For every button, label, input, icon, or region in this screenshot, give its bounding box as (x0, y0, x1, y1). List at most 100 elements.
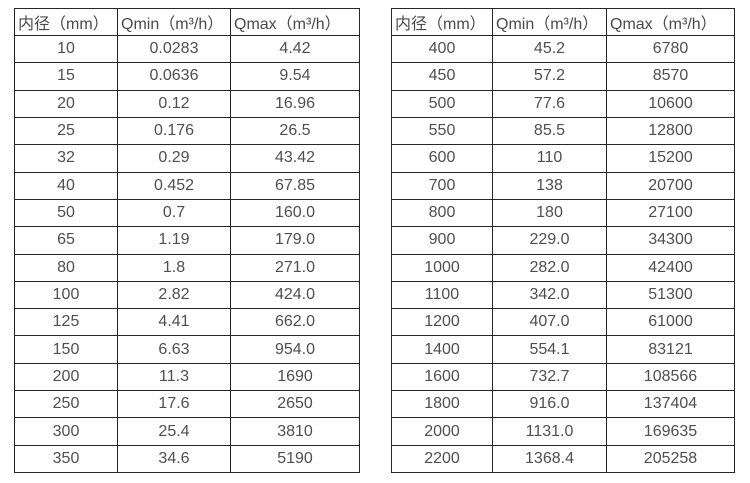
table-cell: 51300 (606, 280, 735, 310)
table-cell: 45.2 (492, 34, 607, 64)
table-cell: 732.7 (492, 362, 607, 392)
table-cell: 500 (391, 89, 493, 118)
table-cell: 2000 (391, 417, 493, 446)
table-row: 1800 916.0 137404 (391, 390, 735, 419)
table-cell: 160.0 (230, 198, 360, 228)
table-body: 10 0.0283 4.42 15 0.0636 9.54 20 0.12 16.96 25 0.1… (14, 34, 360, 474)
header-diameter: 内径（mm） (391, 8, 493, 36)
table-cell: 16.96 (230, 89, 360, 118)
header-row: 内径（mm） Qmin（m³/h） Qmax（m³/h） (14, 8, 360, 36)
table-cell: 282.0 (492, 253, 607, 282)
table-row: 100 2.82 424.0 (14, 280, 360, 310)
table-cell: 229.0 (492, 226, 607, 255)
table-row: 80 1.8 271.0 (14, 253, 360, 282)
table-row: 40 0.452 67.85 (14, 171, 360, 200)
table-row: 150 6.63 954.0 (14, 335, 360, 364)
table-cell: 450 (391, 62, 493, 91)
table-cell: 0.29 (117, 144, 231, 173)
table-cell: 1400 (391, 335, 493, 364)
table-cell: 77.6 (492, 89, 607, 118)
table-cell: 25 (14, 116, 118, 146)
table-cell: 65 (14, 226, 118, 255)
table-cell: 700 (391, 171, 493, 200)
table-cell: 407.0 (492, 308, 607, 337)
table-cell: 85.5 (492, 116, 607, 146)
table-row: 300 25.4 3810 (14, 417, 360, 446)
table-cell: 2200 (391, 444, 493, 474)
table-cell: 50 (14, 198, 118, 228)
table-cell: 3810 (230, 417, 360, 446)
table-cell: 179.0 (230, 226, 360, 255)
header-qmin: Qmin（m³/h） (492, 8, 607, 36)
header-qmin: Qmin（m³/h） (117, 8, 231, 36)
table-row: 50 0.7 160.0 (14, 198, 360, 228)
table-cell: 34300 (606, 226, 735, 255)
table-row: 700 138 20700 (391, 171, 735, 200)
table-cell: 9.54 (230, 62, 360, 91)
table-row: 125 4.41 662.0 (14, 308, 360, 337)
table-cell: 110 (492, 144, 607, 173)
header-qmax: Qmax（m³/h） (606, 8, 735, 36)
table-cell: 916.0 (492, 390, 607, 419)
table-row: 32 0.29 43.42 (14, 144, 360, 173)
table-cell: 138 (492, 171, 607, 200)
table-cell: 0.7 (117, 198, 231, 228)
table-cell: 83121 (606, 335, 735, 364)
table-cell: 125 (14, 308, 118, 337)
table-cell: 800 (391, 198, 493, 228)
table-cell: 2.82 (117, 280, 231, 310)
table-cell: 180 (492, 198, 607, 228)
table-cell: 40 (14, 171, 118, 200)
table-cell: 100 (14, 280, 118, 310)
table-row: 500 77.6 10600 (391, 89, 735, 118)
table-row: 15 0.0636 9.54 (14, 62, 360, 91)
table-cell: 5190 (230, 444, 360, 474)
table-cell: 0.452 (117, 171, 231, 200)
table-cell: 0.0283 (117, 34, 231, 64)
table-cell: 1800 (391, 390, 493, 419)
table-cell: 6780 (606, 34, 735, 64)
header-diameter: 内径（mm） (14, 8, 118, 36)
table-cell: 600 (391, 144, 493, 173)
header-row: 内径（mm） Qmin（m³/h） Qmax（m³/h） (391, 8, 735, 36)
table-cell: 271.0 (230, 253, 360, 282)
table-cell: 200 (14, 362, 118, 392)
table-cell: 1600 (391, 362, 493, 392)
header-qmax: Qmax（m³/h） (230, 8, 360, 36)
table-cell: 11.3 (117, 362, 231, 392)
table-cell: 1.8 (117, 253, 231, 282)
table-cell: 34.6 (117, 444, 231, 474)
table-row: 200 11.3 1690 (14, 362, 360, 392)
table-cell: 250 (14, 390, 118, 419)
table-cell: 2650 (230, 390, 360, 419)
table-cell: 554.1 (492, 335, 607, 364)
table-cell: 1690 (230, 362, 360, 392)
table-row: 1200 407.0 61000 (391, 308, 735, 337)
table-cell: 1.19 (117, 226, 231, 255)
table-cell: 61000 (606, 308, 735, 337)
table-cell: 57.2 (492, 62, 607, 91)
table-cell: 4.42 (230, 34, 360, 64)
table-cell: 108566 (606, 362, 735, 392)
table-cell: 4.41 (117, 308, 231, 337)
table-cell: 0.0636 (117, 62, 231, 91)
table-cell: 27100 (606, 198, 735, 228)
table-cell: 550 (391, 116, 493, 146)
table-row: 600 110 15200 (391, 144, 735, 173)
table-cell: 8570 (606, 62, 735, 91)
table-row: 250 17.6 2650 (14, 390, 360, 419)
table-row: 25 0.176 26.5 (14, 116, 360, 146)
table-cell: 1131.0 (492, 417, 607, 446)
table-cell: 20 (14, 89, 118, 118)
table-cell: 42400 (606, 253, 735, 282)
table-cell: 1000 (391, 253, 493, 282)
table-cell: 1368.4 (492, 444, 607, 474)
table-cell: 954.0 (230, 335, 360, 364)
table-cell: 32 (14, 144, 118, 173)
table-cell: 150 (14, 335, 118, 364)
table-cell: 20700 (606, 171, 735, 200)
table-cell: 400 (391, 34, 493, 64)
table-row: 2200 1368.4 205258 (391, 444, 735, 474)
table-cell: 43.42 (230, 144, 360, 173)
table-row: 1400 554.1 83121 (391, 335, 735, 364)
